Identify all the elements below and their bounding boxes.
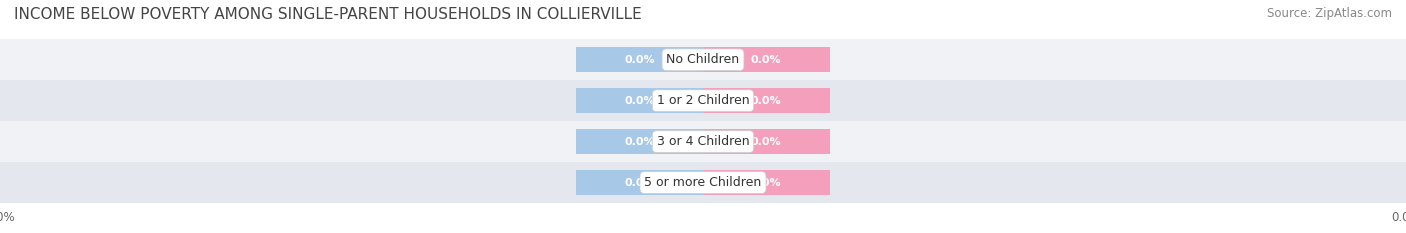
Text: 0.0%: 0.0% xyxy=(751,137,782,147)
Bar xyxy=(0,121,1406,162)
Bar xyxy=(576,170,703,195)
Bar xyxy=(703,129,830,154)
Bar xyxy=(0,39,1406,80)
Text: Source: ZipAtlas.com: Source: ZipAtlas.com xyxy=(1267,7,1392,20)
Bar xyxy=(0,80,1406,121)
Text: 1 or 2 Children: 1 or 2 Children xyxy=(657,94,749,107)
Text: 3 or 4 Children: 3 or 4 Children xyxy=(657,135,749,148)
Text: No Children: No Children xyxy=(666,53,740,66)
Text: 0.0%: 0.0% xyxy=(751,178,782,188)
Text: 0.0%: 0.0% xyxy=(624,55,655,65)
Bar xyxy=(703,47,830,72)
Bar xyxy=(576,47,703,72)
Text: 5 or more Children: 5 or more Children xyxy=(644,176,762,189)
Bar xyxy=(0,162,1406,203)
Bar xyxy=(576,129,703,154)
Bar xyxy=(576,88,703,113)
Bar xyxy=(703,88,830,113)
Text: INCOME BELOW POVERTY AMONG SINGLE-PARENT HOUSEHOLDS IN COLLIERVILLE: INCOME BELOW POVERTY AMONG SINGLE-PARENT… xyxy=(14,7,641,22)
Text: 0.0%: 0.0% xyxy=(751,55,782,65)
Text: 0.0%: 0.0% xyxy=(751,96,782,106)
Text: 0.0%: 0.0% xyxy=(624,137,655,147)
Text: 0.0%: 0.0% xyxy=(624,178,655,188)
Text: 0.0%: 0.0% xyxy=(624,96,655,106)
Bar xyxy=(703,170,830,195)
